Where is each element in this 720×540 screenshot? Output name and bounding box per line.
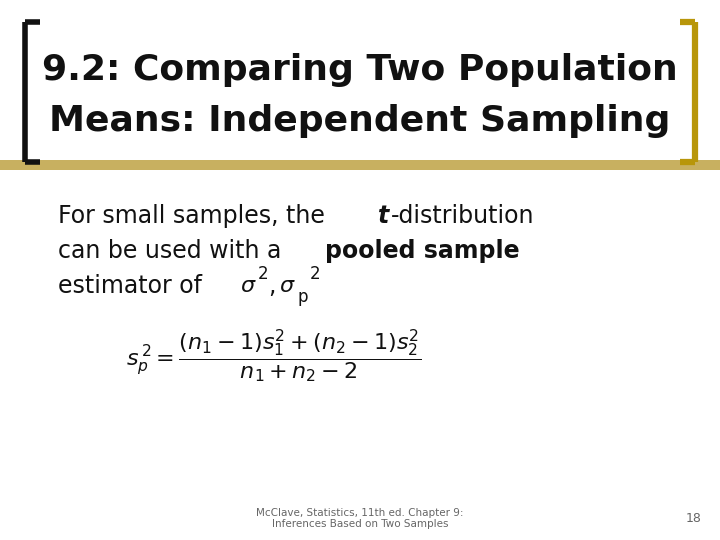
Text: -distribution: -distribution xyxy=(391,204,534,228)
Text: Means: Independent Sampling: Means: Independent Sampling xyxy=(49,105,671,138)
Text: estimator of: estimator of xyxy=(58,274,209,298)
Text: $s_p^{\,2} = \dfrac{(n_1-1)s_1^2+(n_2-1)s_2^2}{n_1+n_2-2}$: $s_p^{\,2} = \dfrac{(n_1-1)s_1^2+(n_2-1)… xyxy=(126,328,421,385)
Text: For small samples, the: For small samples, the xyxy=(58,204,332,228)
Text: t: t xyxy=(378,204,390,228)
Text: $\sigma$: $\sigma$ xyxy=(279,276,296,296)
Text: $\sigma$: $\sigma$ xyxy=(240,276,256,296)
Text: ,: , xyxy=(268,274,275,298)
Text: 2: 2 xyxy=(258,265,269,284)
Text: McClave, Statistics, 11th ed. Chapter 9:
Inferences Based on Two Samples: McClave, Statistics, 11th ed. Chapter 9:… xyxy=(256,508,464,529)
Text: 2: 2 xyxy=(310,265,320,284)
Text: p: p xyxy=(297,288,308,306)
Text: can be used with a: can be used with a xyxy=(58,239,289,263)
Text: 9.2: Comparing Two Population: 9.2: Comparing Two Population xyxy=(42,53,678,87)
Text: pooled sample: pooled sample xyxy=(325,239,520,263)
Text: 18: 18 xyxy=(686,512,702,525)
Bar xyxy=(0,160,720,170)
